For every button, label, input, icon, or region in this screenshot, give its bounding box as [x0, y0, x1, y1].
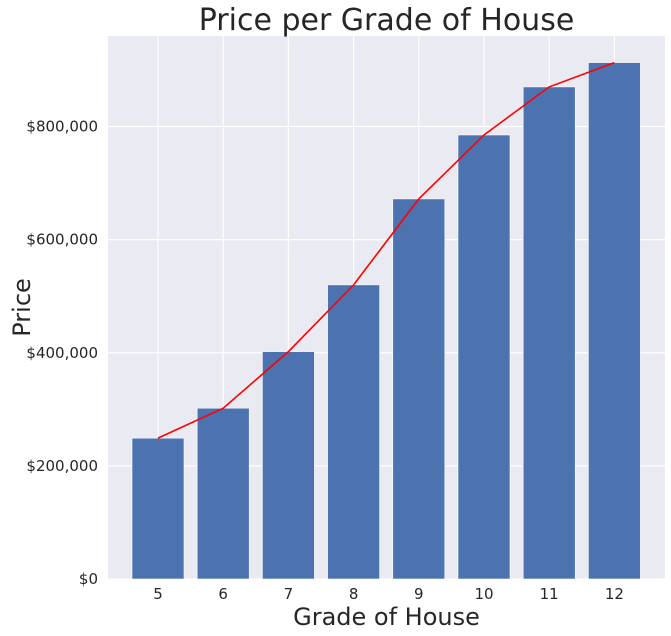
x-tick-label: 7	[284, 585, 294, 603]
x-tick-label: 8	[349, 585, 359, 603]
bar-8	[327, 284, 380, 580]
x-tick-label: 10	[474, 585, 493, 603]
trend-line	[157, 61, 615, 439]
y-axis-label: Price	[8, 278, 36, 337]
bar-6	[196, 407, 250, 580]
x-tick-label: 6	[218, 585, 228, 603]
y-tick-label: $800,000	[26, 118, 98, 136]
x-tick-label: 12	[605, 585, 624, 603]
x-tick-label: 11	[540, 585, 559, 603]
bar-9	[392, 198, 446, 580]
x-tick-labels: 5 6 7 8 9 10 11 12	[153, 585, 624, 603]
y-tick-label: $600,000	[26, 231, 98, 249]
y-tick-label: $200,000	[26, 457, 98, 475]
x-tick-label: 9	[414, 585, 424, 603]
y-tick-label: $0	[79, 570, 98, 588]
x-axis-label: Grade of House	[293, 603, 480, 631]
bar-11	[522, 86, 576, 580]
bar-7	[262, 351, 315, 580]
bar-series	[131, 62, 641, 580]
bar-10	[457, 134, 511, 580]
plot-area	[108, 36, 665, 579]
chart-title: Price per Grade of House	[199, 3, 575, 38]
bar-5	[131, 437, 185, 580]
y-tick-labels: $0 $200,000 $400,000 $600,000 $800,000	[26, 118, 98, 589]
x-tick-label: 5	[153, 585, 163, 603]
y-tick-label: $400,000	[26, 344, 98, 362]
bar-12	[588, 62, 641, 580]
